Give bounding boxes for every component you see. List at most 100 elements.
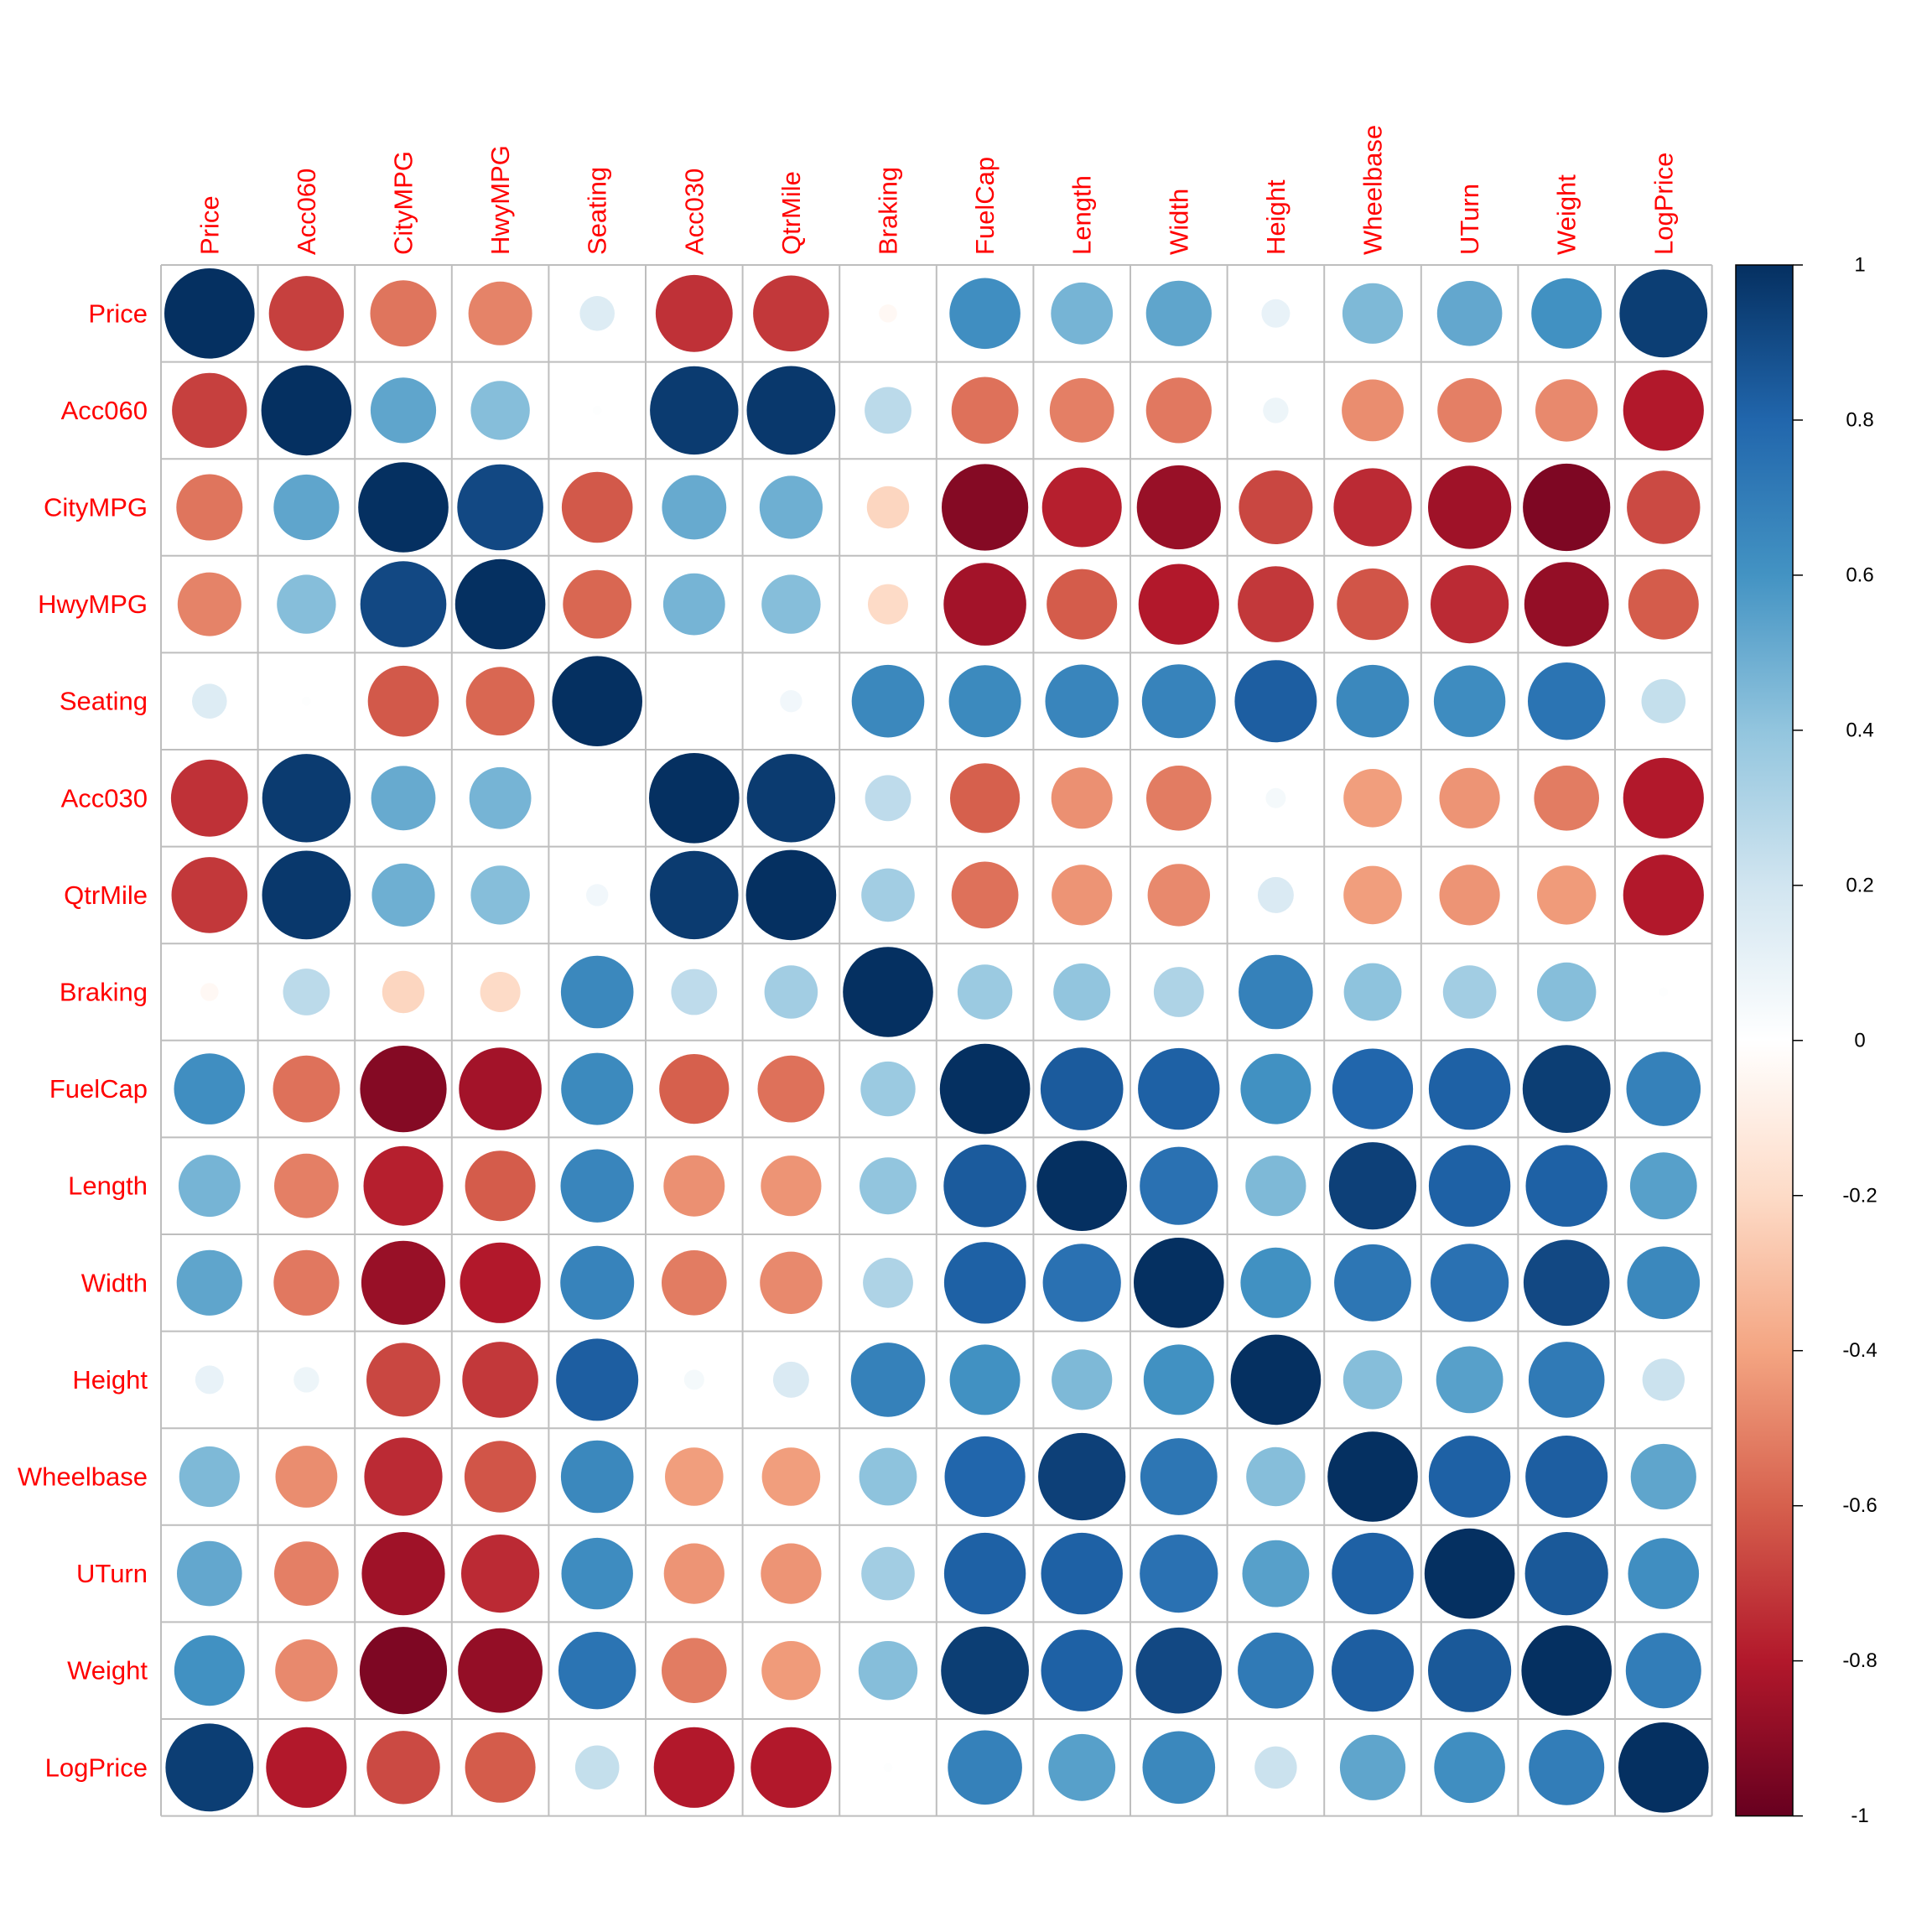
corr-circle-citympg-qtrmile [759,475,823,539]
row-label-wheelbase: Wheelbase [18,1462,148,1492]
corr-circle-fuelcap-wheelbase [1332,1048,1414,1130]
corr-circle-length-wheelbase [1328,1142,1417,1230]
corr-circle-price-height [1261,299,1291,328]
corr-circle-citympg-acc060 [273,474,340,541]
row-label-price: Price [88,299,148,328]
corr-circle-hwympg-acc060 [277,574,336,634]
col-label-weight: Weight [1552,174,1581,255]
corr-circle-acc030-height [1265,787,1286,808]
corr-circle-width-braking [863,1257,913,1308]
col-label-hwympg: HwyMPG [486,145,515,255]
col-label-price: Price [195,195,224,255]
corr-circle-price-uturn [1436,281,1503,346]
corr-circle-length-qtrmile [761,1156,822,1217]
corr-circle-acc060-weight [1535,379,1598,442]
corr-circle-acc060-qtrmile [746,366,836,455]
corr-circle-width-qtrmile [760,1251,823,1315]
corr-circle-width-fuelcap [943,1242,1026,1324]
matrix-grid [160,264,1713,1817]
corr-circle-uturn-logprice [1628,1538,1700,1609]
corr-circle-price-length [1051,282,1114,345]
corr-circle-qtrmile-length [1052,865,1113,926]
corr-circle-acc060-acc060 [261,365,352,456]
corr-circle-hwympg-logprice [1628,569,1699,640]
corr-circle-citympg-braking [866,486,910,529]
corr-circle-wheelbase-citympg [364,1437,443,1516]
corr-circle-logprice-wheelbase [1339,1734,1406,1800]
corr-circle-price-weight [1531,278,1602,349]
corr-circle-uturn-qtrmile [761,1543,822,1604]
corr-circle-wheelbase-wheelbase [1327,1431,1418,1522]
corr-circle-hwympg-fuelcap [943,563,1026,646]
corr-circle-height-acc060 [293,1367,319,1393]
corr-circle-hwympg-hwympg [454,558,546,650]
corr-circle-acc030-width [1146,766,1212,831]
corr-circle-wheelbase-hwympg [464,1441,537,1513]
colorbar-tick-label: 0.8 [1846,408,1873,431]
corr-circle-qtrmile-uturn [1439,865,1500,926]
corr-circle-length-price [178,1155,241,1218]
corr-circle-wheelbase-weight [1525,1436,1608,1518]
corr-circle-hwympg-height [1238,566,1314,642]
corr-circle-citympg-acc030 [662,475,727,540]
corr-circle-seating-braking [851,664,925,738]
corr-circle-weight-hwympg [458,1628,543,1713]
colorbar-tick-label: 0.6 [1846,564,1873,586]
corr-circle-braking-price [200,983,219,1001]
corr-circle-logprice-hwympg [465,1732,536,1803]
corr-circle-fuelcap-price [174,1053,246,1124]
corr-circle-fuelcap-width [1138,1047,1220,1130]
corr-circle-acc030-logprice [1623,757,1704,839]
corr-circle-length-hwympg [465,1150,536,1222]
corr-circle-width-logprice [1627,1246,1701,1320]
corr-circle-weight-logprice [1625,1633,1701,1709]
corr-circle-uturn-height [1242,1540,1310,1607]
row-label-qtrmile: QtrMile [64,880,148,910]
row-label-logprice: LogPrice [45,1753,148,1782]
corr-circle-seating-length [1045,664,1119,738]
col-label-qtrmile: QtrMile [776,171,806,255]
corr-circle-weight-height [1238,1632,1314,1709]
corr-circle-price-width [1145,280,1212,346]
corr-circle-citympg-fuelcap [942,464,1029,551]
corr-circle-weight-seating [558,1632,636,1710]
corr-circle-logprice-seating [574,1745,620,1790]
corr-circle-qtrmile-logprice [1623,854,1704,936]
corr-circle-price-acc030 [655,274,733,352]
corr-circle-braking-height [1239,954,1313,1030]
col-label-logprice: LogPrice [1649,153,1678,255]
corr-circle-uturn-weight [1524,1532,1608,1616]
corr-circle-logprice-citympg [366,1731,440,1805]
corr-circle-acc060-uturn [1437,378,1502,443]
corr-circle-length-acc030 [663,1155,725,1217]
corr-circle-uturn-seating [561,1537,633,1610]
corr-circle-logprice-length [1048,1733,1116,1801]
col-label-fuelcap: FuelCap [970,157,1000,255]
corr-circle-braking-weight [1537,962,1597,1022]
corr-circle-seating-wheelbase [1336,664,1410,738]
corr-circle-fuelcap-seating [561,1052,634,1125]
corr-circle-braking-length [1053,963,1111,1021]
corr-circle-qtrmile-weight [1537,865,1597,925]
corr-circle-acc030-fuelcap [950,763,1021,834]
corr-circle-fuelcap-weight [1522,1045,1611,1133]
corr-circle-braking-wheelbase [1343,963,1402,1021]
corr-circle-weight-uturn [1428,1628,1512,1712]
corr-circle-height-uturn [1436,1346,1504,1414]
corr-circle-citympg-weight [1523,463,1611,552]
corr-circle-citympg-uturn [1428,465,1512,549]
corr-circle-uturn-width [1140,1535,1218,1613]
corr-circle-braking-fuelcap [957,964,1013,1020]
col-label-acc030: Acc030 [679,169,709,255]
corr-circle-hwympg-citympg [360,561,447,647]
row-label-citympg: CityMPG [44,493,148,522]
corr-circle-weight-width [1135,1627,1223,1714]
corr-circle-height-width [1143,1344,1214,1415]
corr-circle-logprice-fuelcap [948,1730,1022,1805]
corr-circle-length-width [1140,1146,1218,1225]
corr-circle-acc060-wheelbase [1342,379,1404,442]
corr-circle-hwympg-width [1138,564,1219,645]
corr-circle-width-acc030 [662,1250,727,1316]
corr-circle-seating-fuelcap [948,665,1021,738]
